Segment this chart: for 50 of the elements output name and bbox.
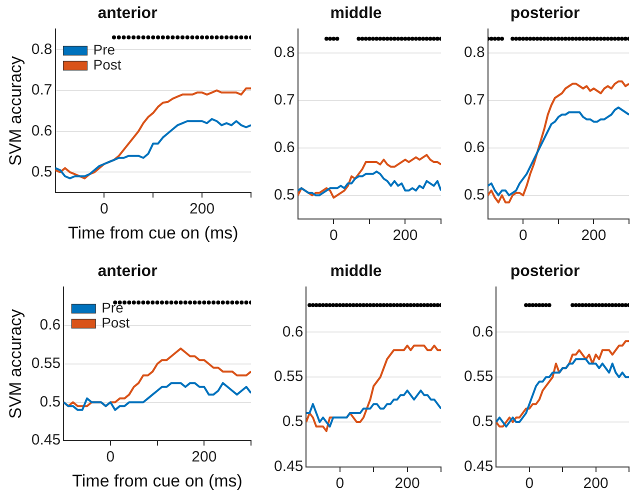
chart-title: anterior [98, 5, 158, 22]
x-tick-label: 0 [100, 200, 108, 218]
y-tick-label: 0.8 [464, 44, 485, 62]
y-tick-label: 0.7 [31, 82, 52, 99]
y-axis-title: SVM accuracy [6, 56, 25, 166]
legend-label: Post [102, 314, 130, 331]
x-tick-label: 0 [518, 227, 528, 244]
y-tick-label: 0.6 [282, 323, 304, 340]
y-tick-label: 0.45 [274, 458, 304, 476]
y-axis-title: SVM accuracy [6, 308, 25, 419]
y-tick-label: 0.5 [40, 393, 61, 410]
x-tick-label: 0 [336, 475, 344, 492]
chart-title: middle [330, 5, 382, 22]
x-tick-label: 200 [394, 475, 420, 492]
y-tick-label: 0.5 [31, 163, 52, 180]
y-tick-label: 0.55 [274, 368, 304, 386]
chart-title: anterior [98, 263, 158, 280]
y-tick-label: 0.6 [31, 122, 52, 140]
y-tick-label: 0.45 [31, 432, 61, 449]
x-axis-title: Time from cue on (ms) [68, 223, 238, 242]
x-tick-label: 200 [581, 227, 606, 244]
y-tick-label: 0.5 [472, 413, 494, 430]
y-tick-label: 0.5 [464, 186, 485, 204]
x-tick-label: 200 [192, 448, 217, 466]
x-tick-label: 0 [525, 475, 534, 492]
y-tick-label: 0.55 [464, 368, 494, 386]
y-tick-label: 0.6 [464, 138, 485, 156]
legend-label: Pre [102, 300, 124, 316]
y-tick-label: 0.6 [40, 316, 61, 334]
x-tick-label: 200 [583, 475, 608, 492]
chart-title: posterior [510, 263, 580, 280]
y-tick-label: 0.6 [472, 323, 494, 340]
y-tick-label: 0.7 [274, 92, 295, 109]
x-tick-label: 200 [392, 227, 418, 244]
legend-label: Post [93, 56, 122, 73]
y-tick-label: 0.5 [274, 186, 295, 204]
x-tick-label: 200 [190, 200, 215, 218]
y-tick-label: 0.55 [31, 355, 61, 372]
x-tick-label: 0 [329, 227, 338, 244]
y-tick-label: 0.8 [274, 44, 295, 62]
x-tick-label: 0 [106, 448, 115, 466]
y-tick-label: 0.6 [274, 138, 295, 156]
legend-label: Pre [93, 42, 116, 58]
x-axis-title: Time from cue on (ms) [72, 471, 242, 490]
y-tick-label: 0.8 [31, 40, 52, 58]
y-tick-label: 0.7 [464, 92, 485, 109]
chart-title: middle [330, 263, 382, 280]
y-tick-label: 0.5 [282, 413, 304, 430]
y-tick-label: 0.45 [464, 458, 494, 476]
chart-title: posterior [510, 5, 580, 22]
